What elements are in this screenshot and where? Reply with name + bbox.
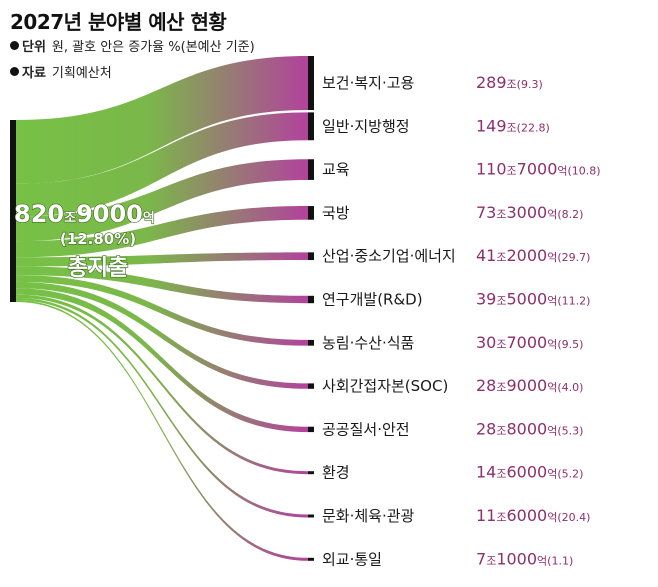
total-label: 총지출	[68, 256, 129, 281]
flow-link	[16, 56, 308, 184]
flow-link	[16, 252, 308, 267]
flow-link	[16, 159, 308, 242]
unit-value: 원, 괄호 안은 증가율 %(본예산 기준)	[51, 40, 255, 55]
source-key: 자료	[22, 66, 46, 81]
target-node	[308, 426, 314, 433]
category-label: 국방	[322, 204, 350, 222]
target-node	[308, 471, 314, 475]
flow-link	[16, 281, 308, 389]
bullet-icon	[10, 41, 19, 50]
category-label: 일반·지방행정	[322, 117, 410, 135]
category-label: 연구개발(R&D)	[322, 291, 423, 309]
target-node	[308, 252, 314, 261]
value-label: 110조7000억(10.8)	[476, 160, 601, 179]
category-label: 문화·체육·관광	[322, 507, 415, 525]
flow-link	[16, 275, 308, 346]
value-label: 28조8000억(5.3)	[476, 419, 583, 438]
source-value: 기획예산처	[51, 66, 112, 81]
category-label: 보건·복지·고용	[322, 74, 414, 92]
unit-note: 단위 원, 괄호 안은 증가율 %(본예산 기준)	[10, 36, 255, 55]
category-label: 농림·수산·식품	[322, 334, 414, 352]
target-node	[308, 295, 314, 304]
total-amount: 820조9000억	[14, 200, 155, 228]
value-label: 73조3000억(8.2)	[476, 203, 583, 222]
flow-link	[16, 300, 308, 561]
unit-key: 단위	[22, 40, 46, 55]
value-label: 7조1000억(1.1)	[476, 549, 573, 568]
chart-title: 2027년 분야별 예산 현황	[10, 10, 227, 34]
category-label: 환경	[322, 464, 350, 482]
target-node	[308, 383, 314, 389]
flow-link	[16, 288, 308, 433]
value-label: 289조(9.3)	[476, 73, 543, 92]
target-node	[308, 56, 314, 110]
target-node	[308, 514, 314, 518]
target-node	[308, 159, 314, 180]
flow-link	[16, 206, 308, 258]
target-node	[308, 206, 314, 220]
value-label: 41조2000억(29.7)	[476, 246, 590, 265]
category-label: 교육	[322, 161, 350, 179]
value-label: 30조7000억(9.5)	[476, 333, 583, 352]
target-node	[308, 557, 314, 561]
value-label: 39조5000억(11.2)	[476, 290, 590, 309]
total-growth: (12.80%)	[60, 230, 136, 248]
source-note: 자료 기획예산처	[10, 62, 112, 81]
flow-link	[16, 297, 308, 518]
bullet-icon	[10, 67, 19, 76]
flow-link	[16, 112, 308, 217]
value-label: 28조9000억(4.0)	[476, 376, 583, 395]
source-node	[10, 120, 16, 302]
category-label: 산업·중소기업·에너지	[322, 247, 456, 265]
value-label: 11조6000억(20.4)	[476, 506, 590, 525]
category-label: 사회간접자본(SOC)	[322, 377, 448, 395]
target-node	[308, 112, 314, 141]
value-label: 149조(22.8)	[476, 116, 550, 135]
category-label: 공공질서·안전	[322, 420, 410, 438]
value-label: 14조6000억(5.2)	[476, 463, 583, 482]
flow-link	[16, 266, 308, 304]
target-node	[308, 339, 314, 346]
category-label: 외교·통일	[322, 550, 382, 568]
flow-link	[16, 294, 308, 475]
